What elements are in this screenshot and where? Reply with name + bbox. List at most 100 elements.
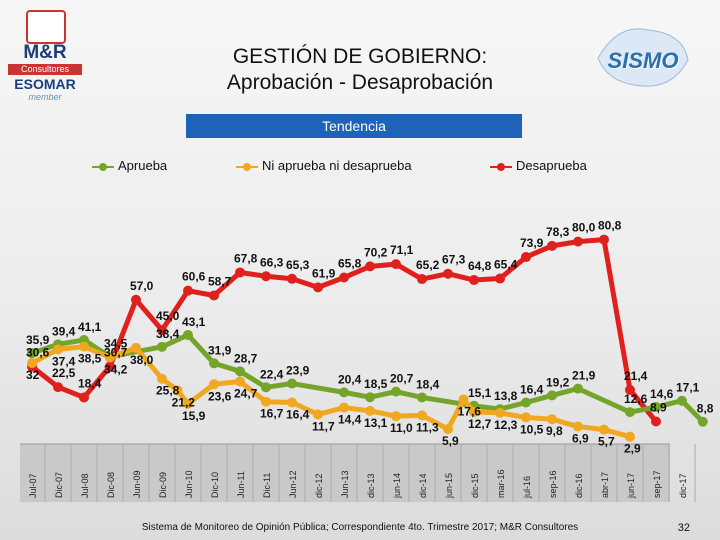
data-point-ni-4 [131,342,141,353]
data-label-aprueba-3: 34,5 [104,337,128,351]
data-point-ni-10 [261,396,271,407]
data-point-aprueba-8 [261,382,271,393]
data-point-ni-11 [287,397,297,408]
x-tick-label-14: jun-14 [392,473,402,499]
logo-icon [26,10,66,44]
data-label-desaprueba-7: 58,7 [208,274,232,288]
x-tick-label-8: Jun-11 [236,471,246,498]
data-label-aprueba-4: 38,4 [156,327,180,341]
data-label-aprueba-11: 18,5 [364,377,388,391]
data-point-ni-12 [313,409,323,420]
x-tick-label-22: abr-17 [600,472,610,498]
legend-label-aprueba: Aprueba [118,158,168,173]
x-tick-label-6: Jun-10 [184,470,194,498]
data-label-ni-5: 25,8 [156,384,180,398]
data-label-desaprueba-11: 61,9 [312,266,336,280]
data-point-desaprueba-3 [105,361,115,372]
data-point-aprueba-7 [235,366,245,377]
data-point-ni-13 [339,402,349,413]
data-label-desaprueba-23: 21,4 [624,369,648,383]
logo-member: member [28,92,62,102]
data-label-aprueba-5: 43,1 [182,315,206,329]
x-tick-label-23: jun-17 [626,473,636,499]
data-point-aprueba-21 [677,395,687,406]
data-point-aprueba-22 [697,416,708,427]
data-point-desaprueba-15 [417,274,427,285]
data-point-desaprueba-22 [599,234,609,245]
data-point-ni-25 [625,431,635,442]
data-point-aprueba-17 [547,390,557,401]
x-tick-label-15: dic-14 [418,473,428,498]
x-tick-label-21: dic-16 [574,473,584,498]
data-label-desaprueba-10: 65,3 [286,258,310,272]
data-point-desaprueba-24 [651,416,661,427]
data-point-ni-16 [417,410,427,421]
page-title: GESTIÓN DE GOBIERNO: Aprobación - Desapr… [150,44,570,96]
data-label-aprueba-2: 41,1 [78,320,102,334]
data-point-ni-8 [209,379,219,390]
data-label-ni-3: 34,2 [104,362,128,376]
data-point-desaprueba-19 [521,252,531,263]
x-tick-label-9: Dic-11 [262,473,272,498]
data-point-ni-1 [53,344,63,355]
data-point-aprueba-0 [27,348,37,359]
data-point-ni-2 [79,341,89,352]
x-tick-label-2: Jul-08 [80,473,90,498]
data-point-desaprueba-1 [53,382,63,393]
data-label-aprueba-20: 14,6 [650,387,674,401]
data-point-aprueba-19 [625,407,635,418]
data-point-aprueba-18 [573,383,583,394]
data-label-desaprueba-22: 80,8 [598,219,622,233]
data-label-ni-13: 14,4 [338,413,362,427]
data-label-aprueba-18: 21,9 [572,369,596,383]
data-point-desaprueba-23 [625,384,635,395]
x-tick-label-19: jul-16 [522,476,532,499]
data-point-desaprueba-18 [495,273,505,284]
data-label-aprueba-12: 20,7 [390,372,414,386]
x-tick-label-4: Jun-09 [132,470,142,498]
data-label-desaprueba-21: 80,0 [572,221,596,235]
data-point-desaprueba-9 [261,271,271,282]
data-label-desaprueba-0: 30,6 [26,346,50,360]
data-point-desaprueba-20 [547,240,557,251]
data-point-desaprueba-14 [391,259,401,270]
x-tick-label-20: sep-16 [548,470,558,498]
data-point-ni-6 [172,385,183,396]
legend-swatch-ni [236,162,258,172]
data-point-ni-15 [391,411,401,422]
data-point-desaprueba-2 [79,392,89,403]
data-point-desaprueba-4 [131,294,141,305]
data-point-desaprueba-17 [469,275,479,286]
x-tick-label-3: Dic-08 [106,472,116,498]
data-label-aprueba-1: 39,4 [52,324,76,338]
data-label-aprueba-13: 18,4 [416,377,440,391]
footer-text: Sistema de Monitoreo de Opinión Pública;… [141,522,579,533]
data-label-aprueba-9: 23,9 [286,364,310,378]
data-label-desaprueba-18: 65,4 [494,258,518,272]
data-label-ni-6: 21,2 [172,395,196,409]
data-label-aprueba-17: 19,2 [546,375,570,389]
data-label-ni-8: 23,6 [208,389,232,403]
legend-aprueba: Aprueba [92,158,167,173]
data-point-desaprueba-8 [235,267,245,278]
tendencia-button[interactable]: Tendencia [186,114,522,138]
data-point-ni-5 [157,373,167,384]
data-point-ni-23 [573,421,583,432]
data-point-ni-14 [365,405,375,416]
data-label-desaprueba-20: 78,3 [546,225,570,239]
data-label-ni-21: 10,5 [520,422,544,436]
data-point-ni-18 [458,394,469,405]
data-point-desaprueba-13 [365,261,375,272]
data-label-ni-9: 24,7 [234,387,258,401]
data-point-desaprueba-10 [287,273,297,284]
data-label-aprueba-19: 12,6 [624,392,648,406]
data-label-ni-18: 17,6 [458,404,482,418]
data-point-aprueba-12 [391,386,401,397]
data-label-aprueba-6: 31,9 [208,343,232,357]
data-point-ni-7 [183,398,193,409]
data-label-desaprueba-15: 65,2 [416,258,440,272]
data-label-desaprueba-13: 70,2 [364,245,388,259]
data-label-desaprueba-19: 73,9 [520,236,544,250]
data-label-desaprueba-14: 71,1 [390,243,414,257]
